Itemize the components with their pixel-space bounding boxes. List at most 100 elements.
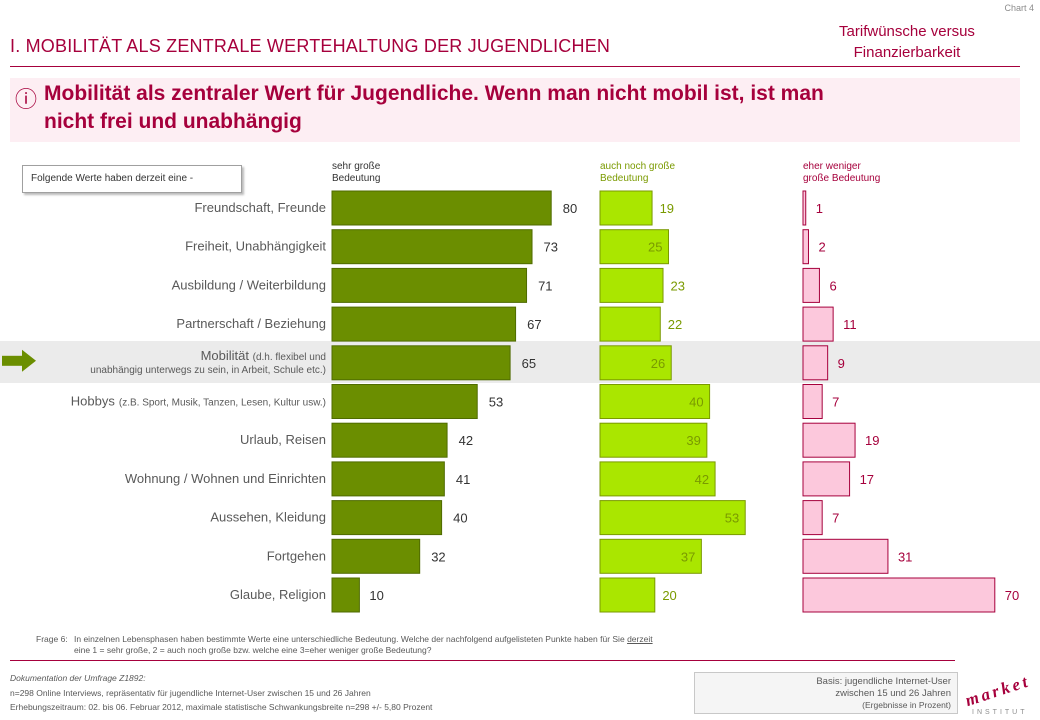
bar [331, 422, 448, 458]
data-label: 26 [651, 356, 665, 371]
topic-line-1: Tarifwünsche versus [839, 23, 975, 40]
data-label: 40 [689, 395, 703, 410]
data-label: 73 [544, 240, 558, 255]
question-text: In einzelnen Lebensphasen haben bestimmt… [74, 634, 794, 656]
category-label: Freundschaft, Freunde [194, 200, 326, 215]
category-label: Glaube, Religion [230, 587, 326, 602]
bar [802, 461, 851, 497]
category-label: Wohnung / Wohnen und Einrichten [125, 471, 326, 486]
market-logo: market INSTITUT [958, 660, 1038, 718]
bar [802, 345, 829, 381]
data-label: 10 [369, 588, 383, 603]
bar [599, 345, 672, 381]
column-header-line-1: eher weniger [803, 161, 861, 172]
data-label: 6 [829, 278, 836, 293]
bar [599, 229, 669, 265]
bar [331, 267, 528, 303]
column-header-line-2: große Bedeutung [803, 173, 881, 184]
question-text-2: eine 1 = sehr große, 2 = auch noch große… [74, 645, 432, 655]
data-label: 19 [660, 201, 674, 216]
bar [802, 422, 856, 458]
data-label: 19 [865, 433, 879, 448]
headline-banner [10, 78, 1020, 142]
data-label: 31 [898, 549, 912, 564]
bar [599, 422, 708, 458]
bar [802, 229, 809, 265]
bar [599, 577, 656, 613]
column-header-line-2: Bedeutung [600, 173, 649, 184]
basis-box: Basis: jugendliche Internet-User zwische… [694, 672, 958, 714]
category-label: Aussehen, Kleidung [210, 510, 326, 525]
data-label: 20 [662, 588, 676, 603]
bar [802, 577, 996, 613]
bar [331, 461, 445, 497]
data-label: 71 [538, 278, 552, 293]
top-divider [10, 66, 1020, 67]
data-label: 53 [489, 395, 503, 410]
data-label: 65 [522, 356, 536, 371]
bar [331, 229, 533, 265]
data-label: 37 [681, 549, 695, 564]
bar [331, 306, 517, 342]
category-label: Partnerschaft / Beziehung [176, 316, 326, 331]
bar [802, 190, 807, 226]
bar [802, 267, 820, 303]
bar [331, 577, 360, 613]
category-label: Mobilität (d.h. flexibel und [201, 348, 326, 363]
data-label: 41 [456, 472, 470, 487]
arrow-right-icon [2, 349, 36, 372]
category-label: Ausbildung / Weiterbildung [172, 277, 326, 292]
data-label: 23 [671, 278, 685, 293]
bar [331, 538, 421, 574]
category-label: Hobbys (z.B. Sport, Musik, Tanzen, Lesen,… [71, 394, 326, 409]
documentation-line-2: Erhebungszeitraum: 02. bis 06. Februar 2… [10, 702, 433, 712]
bar [599, 538, 702, 574]
bar [802, 384, 823, 419]
data-label: 25 [648, 240, 662, 255]
data-label: 1 [816, 201, 823, 216]
data-label: 40 [453, 511, 467, 526]
data-label: 67 [527, 317, 541, 332]
highlight-row-band [0, 341, 1040, 383]
data-label: 42 [459, 433, 473, 448]
basis-line-2: zwischen 15 und 26 Jahren [835, 688, 951, 699]
bar [331, 190, 552, 226]
column-header-also-important: auch noch große Bedeutung [600, 161, 675, 185]
headline-line-2: nicht frei und unabhängig [44, 110, 302, 133]
headline-line-1: Mobilität als zentraler Wert für Jugendl… [44, 82, 824, 105]
question-underlined: derzeit [627, 634, 653, 644]
headline: Mobilität als zentraler Wert für Jugendl… [44, 80, 964, 136]
chart-number: Chart 4 [1004, 3, 1034, 13]
column-header-line-1: sehr große [332, 161, 381, 172]
column-header-line-2: Bedeutung [332, 173, 381, 184]
category-label: Fortgehen [267, 548, 326, 563]
bar [599, 267, 664, 303]
data-label: 7 [832, 511, 839, 526]
documentation-title: Dokumentation der Umfrage Z1892: [10, 673, 146, 683]
category-label: Urlaub, Reisen [240, 432, 326, 447]
question-label: Frage 6: [36, 634, 68, 644]
info-icon: ⓘ [15, 87, 38, 112]
bar [331, 384, 478, 419]
values-intro-box: Folgende Werte haben derzeit eine - [22, 165, 242, 193]
bar [599, 190, 653, 226]
documentation-line-1: n=298 Online Interviews, repräsentativ f… [10, 688, 371, 698]
values-intro-label: Folgende Werte haben derzeit eine - [31, 173, 194, 184]
data-label: 53 [725, 511, 739, 526]
data-label: 11 [843, 317, 857, 332]
category-label: Freiheit, Unabhängigkeit [185, 239, 326, 254]
question-text-1: In einzelnen Lebensphasen haben bestimmt… [74, 634, 625, 644]
data-label: 2 [818, 240, 825, 255]
bottom-divider [10, 660, 955, 661]
data-label: 80 [563, 201, 577, 216]
bar [599, 500, 746, 536]
bar [331, 345, 511, 381]
column-header-less-important: eher weniger große Bedeutung [803, 161, 880, 185]
section-title: I. MOBILITÄT ALS ZENTRALE WERTEHALTUNG D… [10, 36, 611, 56]
data-label: 17 [860, 472, 874, 487]
topic-line-2: Finanzierbarkeit [853, 44, 961, 61]
bar [331, 500, 443, 536]
bar [599, 461, 716, 497]
data-label: 32 [431, 549, 445, 564]
data-label: 22 [668, 317, 682, 332]
